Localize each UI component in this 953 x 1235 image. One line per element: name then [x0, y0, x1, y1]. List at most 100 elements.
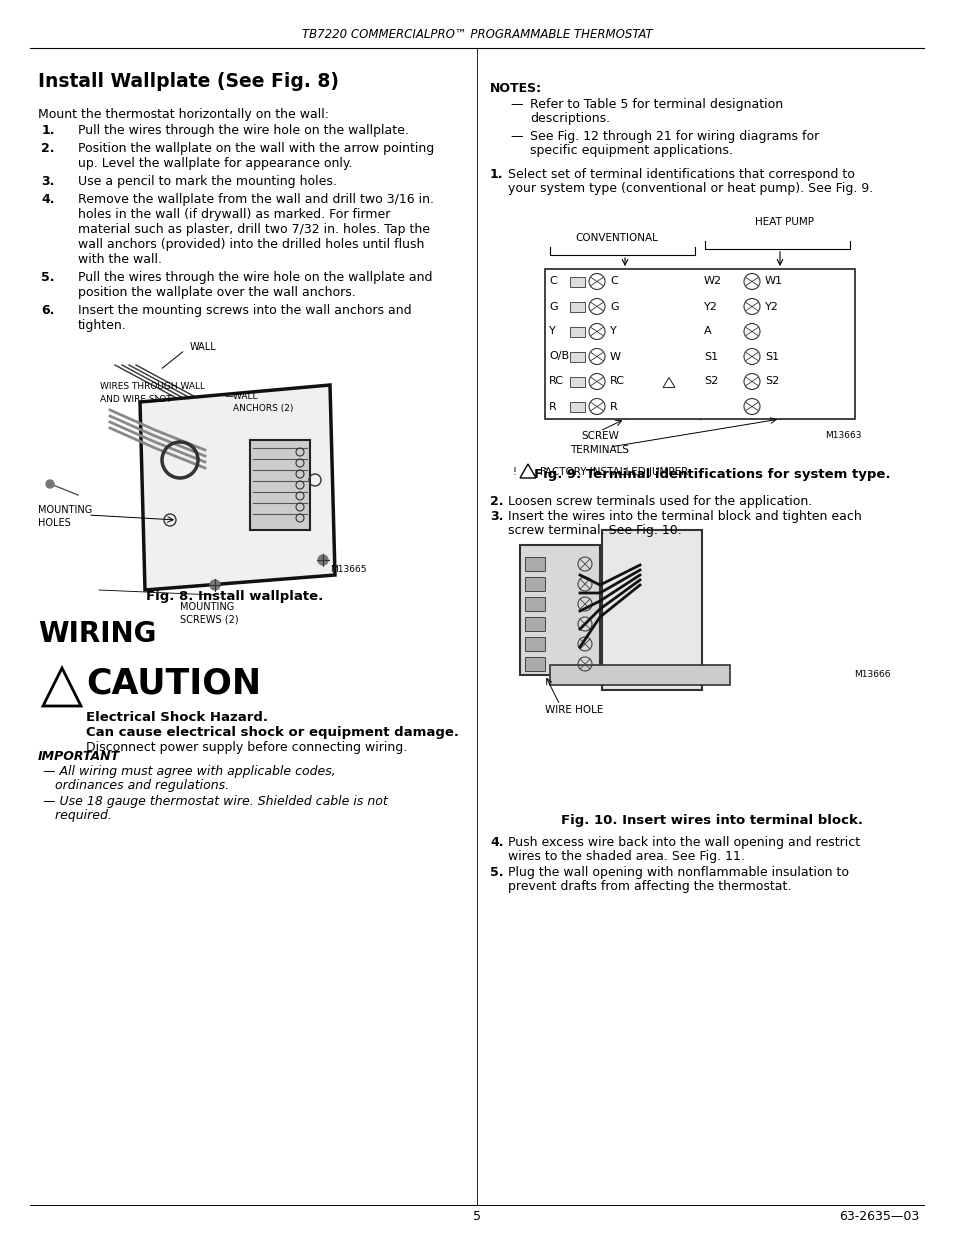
Text: Push excess wire back into the wall opening and restrict: Push excess wire back into the wall open… [507, 836, 860, 848]
Bar [601, 530, 701, 690]
Text: Refer to Table 5 for terminal designation: Refer to Table 5 for terminal designatio… [530, 98, 782, 111]
Text: S1: S1 [703, 352, 718, 362]
Bar [544, 269, 854, 419]
Text: 5: 5 [473, 1210, 480, 1223]
Text: Loosen screw terminals used for the application.: Loosen screw terminals used for the appl… [507, 495, 811, 508]
Text: Insert the wires into the terminal block and tighten each: Insert the wires into the terminal block… [507, 510, 861, 522]
Bar [569, 352, 584, 362]
Text: Mount the thermostat horizontally on the wall:: Mount the thermostat horizontally on the… [38, 107, 329, 121]
Text: WALL: WALL [190, 342, 216, 352]
Text: 63-2635—03: 63-2635—03 [838, 1210, 918, 1223]
Text: 3.: 3. [42, 175, 55, 188]
Text: S1: S1 [764, 352, 779, 362]
Text: WIRE HOLE: WIRE HOLE [544, 705, 602, 715]
Text: FACTORY INSTALLED JUMPER.: FACTORY INSTALLED JUMPER. [539, 467, 691, 477]
Text: your system type (conventional or heat pump). See Fig. 9.: your system type (conventional or heat p… [507, 182, 872, 195]
Text: Install Wallplate (See Fig. 8): Install Wallplate (See Fig. 8) [38, 72, 338, 91]
Polygon shape [662, 378, 675, 388]
Text: MOUNTING: MOUNTING [180, 601, 234, 613]
Text: S2: S2 [764, 377, 779, 387]
Text: M13665: M13665 [330, 564, 366, 574]
Text: S2: S2 [703, 377, 718, 387]
Text: Insert the mounting screws into the wall anchors and: Insert the mounting screws into the wall… [78, 304, 411, 317]
Text: Use a pencil to mark the mounting holes.: Use a pencil to mark the mounting holes. [78, 175, 336, 188]
Text: Y: Y [548, 326, 556, 336]
Circle shape [210, 580, 220, 590]
Bar [569, 277, 584, 287]
Text: 1.: 1. [42, 124, 55, 137]
Text: with the wall.: with the wall. [78, 253, 162, 266]
Bar [550, 664, 729, 685]
Text: Remove the wallplate from the wall and drill two 3/16 in.: Remove the wallplate from the wall and d… [78, 193, 434, 206]
Text: position the wallplate over the wall anchors.: position the wallplate over the wall anc… [78, 287, 355, 299]
Text: 5.: 5. [42, 270, 55, 284]
Text: R: R [548, 401, 557, 411]
Text: Plug the wall opening with nonflammable insulation to: Plug the wall opening with nonflammable … [507, 866, 848, 879]
Text: wall anchors (provided) into the drilled holes until flush: wall anchors (provided) into the drilled… [78, 238, 424, 251]
Polygon shape [43, 668, 81, 706]
Text: G: G [609, 301, 618, 311]
Text: wires to the shaded area. See Fig. 11.: wires to the shaded area. See Fig. 11. [507, 850, 744, 863]
Bar [569, 401, 584, 411]
Text: C: C [609, 277, 618, 287]
Text: SCREWS (2): SCREWS (2) [180, 615, 238, 625]
Circle shape [317, 555, 328, 564]
Text: specific equipment applications.: specific equipment applications. [530, 144, 732, 157]
Text: Position the wallplate on the wall with the arrow pointing: Position the wallplate on the wall with … [78, 142, 434, 156]
Bar [524, 577, 544, 592]
Text: up. Level the wallplate for appearance only.: up. Level the wallplate for appearance o… [78, 157, 352, 170]
Text: —: — [510, 98, 522, 111]
Text: ANCHORS (2): ANCHORS (2) [233, 404, 294, 412]
Text: Select set of terminal identifications that correspond to: Select set of terminal identifications t… [507, 168, 854, 182]
Text: Fig. 10. Insert wires into terminal block.: Fig. 10. Insert wires into terminal bloc… [560, 814, 862, 827]
Polygon shape [140, 385, 335, 590]
Bar [569, 377, 584, 387]
Text: See Fig. 12 through 21 for wiring diagrams for: See Fig. 12 through 21 for wiring diagra… [530, 130, 819, 143]
Bar [524, 597, 544, 611]
Text: 2.: 2. [42, 142, 55, 156]
Text: —: — [510, 130, 522, 143]
Text: TERMINALS: TERMINALS [570, 445, 629, 454]
Bar [524, 657, 544, 671]
Text: Can cause electrical shock or equipment damage.: Can cause electrical shock or equipment … [86, 726, 458, 739]
Text: Fig. 8. Install wallplate.: Fig. 8. Install wallplate. [146, 590, 323, 603]
Text: prevent drafts from affecting the thermostat.: prevent drafts from affecting the thermo… [507, 881, 791, 893]
Bar [250, 440, 310, 530]
Text: 1.: 1. [490, 168, 503, 182]
Text: C: C [548, 277, 557, 287]
Text: M13663: M13663 [824, 431, 861, 440]
Text: 4.: 4. [42, 193, 55, 206]
Text: CAUTION: CAUTION [86, 666, 261, 700]
Text: Y2: Y2 [703, 301, 717, 311]
Text: 5.: 5. [490, 866, 503, 879]
Text: CONVENTIONAL: CONVENTIONAL [575, 233, 658, 243]
Text: 6.: 6. [42, 304, 55, 317]
Text: descriptions.: descriptions. [530, 112, 610, 125]
Text: Disconnect power supply before connecting wiring.: Disconnect power supply before connectin… [86, 741, 407, 755]
Polygon shape [519, 464, 536, 478]
Bar [524, 637, 544, 651]
Text: RC: RC [548, 377, 563, 387]
Text: holes in the wall (if drywall) as marked. For firmer: holes in the wall (if drywall) as marked… [78, 207, 390, 221]
Bar [569, 301, 584, 311]
Text: Pull the wires through the wire hole on the wallplate and: Pull the wires through the wire hole on … [78, 270, 432, 284]
Text: HOLES: HOLES [38, 517, 71, 529]
Text: Y: Y [609, 326, 616, 336]
Text: Y2: Y2 [764, 301, 778, 311]
Text: G: G [548, 301, 558, 311]
Text: !: ! [512, 467, 516, 477]
Text: ordinances and regulations.: ordinances and regulations. [43, 779, 229, 792]
Text: required.: required. [43, 809, 112, 823]
Text: RC: RC [609, 377, 624, 387]
Text: HEAT PUMP: HEAT PUMP [754, 217, 813, 227]
Bar [569, 326, 584, 336]
Text: screw terminal. See Fig. 10.: screw terminal. See Fig. 10. [507, 524, 681, 537]
Text: SCREW: SCREW [580, 431, 618, 441]
Text: Fig. 9. Terminal identifications for system type.: Fig. 9. Terminal identifications for sys… [533, 468, 889, 480]
Bar [519, 545, 599, 676]
Text: !: ! [55, 678, 64, 697]
Text: NOTES:: NOTES: [490, 82, 541, 95]
Text: W2: W2 [703, 277, 721, 287]
Text: W: W [609, 352, 620, 362]
Bar [524, 618, 544, 631]
